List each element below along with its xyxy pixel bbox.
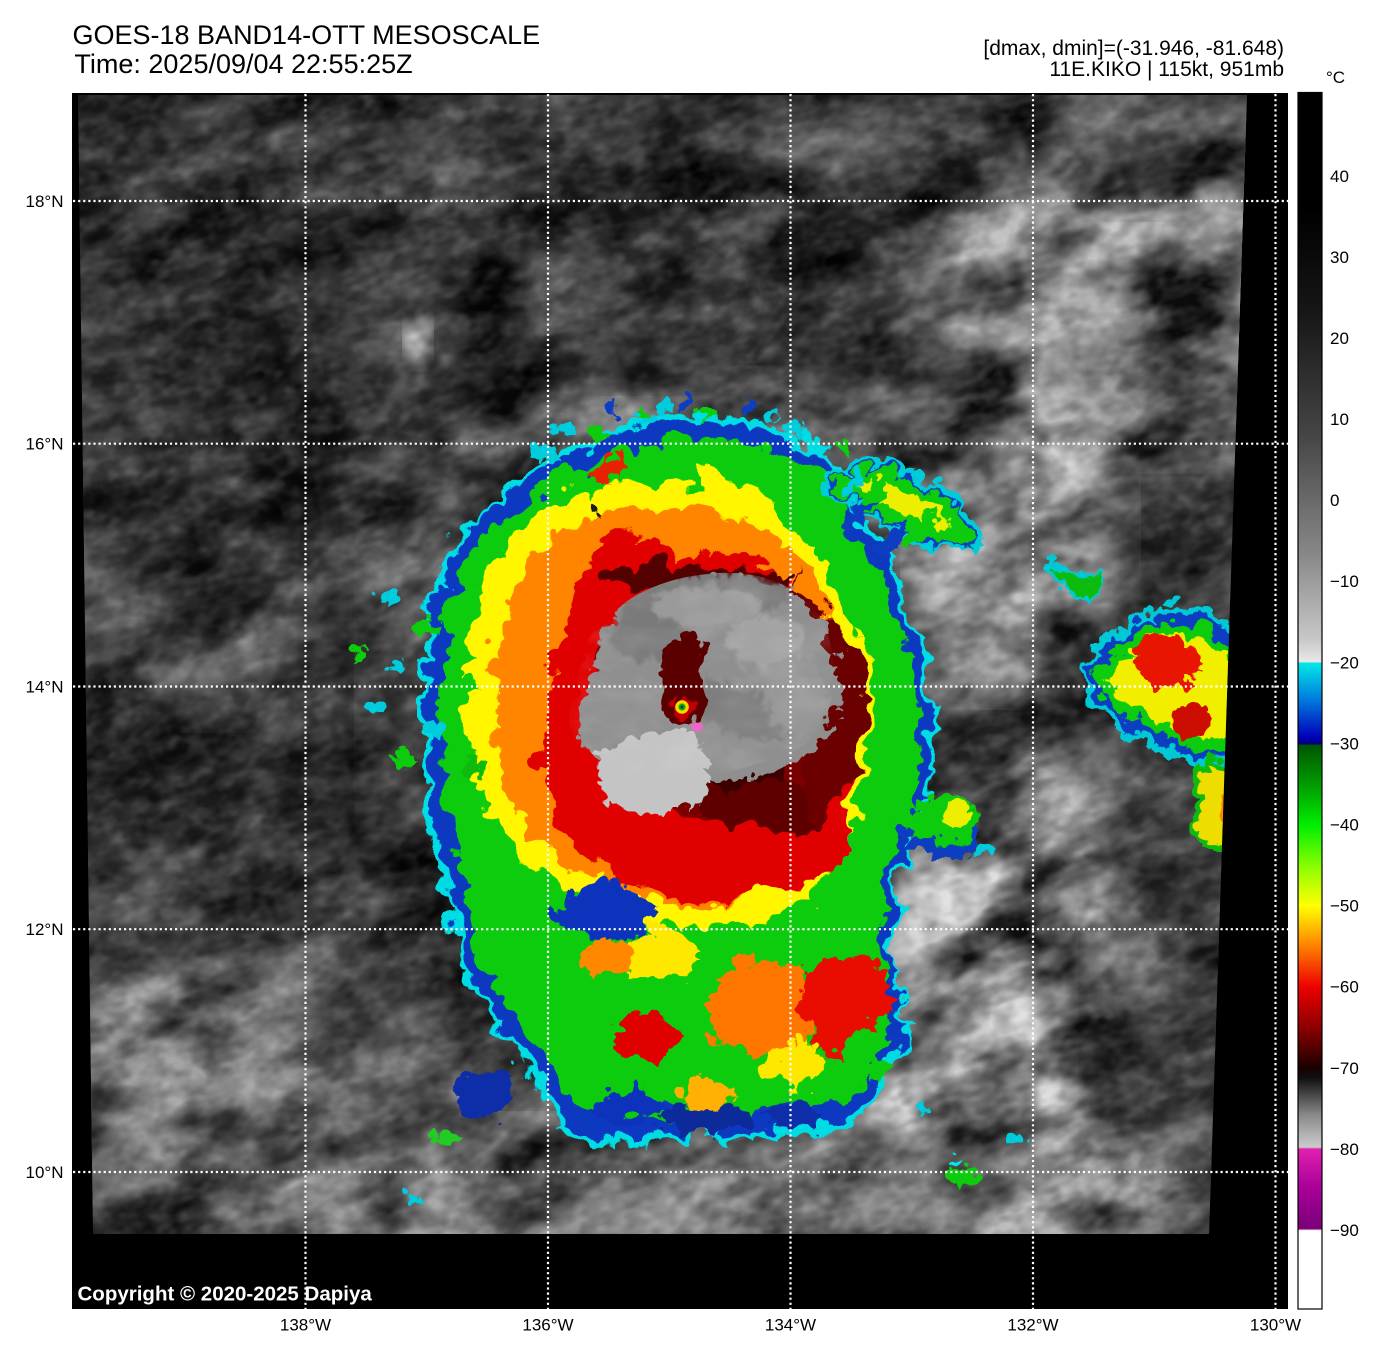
svg-text:11E.KIKO | 115kt, 951mb: 11E.KIKO | 115kt, 951mb: [1049, 58, 1284, 81]
svg-text:−80: −80: [1330, 1140, 1359, 1159]
svg-text:134°W: 134°W: [765, 1316, 816, 1335]
svg-text:−60: −60: [1330, 978, 1359, 997]
svg-text:14°N: 14°N: [26, 678, 64, 697]
svg-text:10°N: 10°N: [26, 1163, 64, 1182]
svg-text:136°W: 136°W: [522, 1316, 573, 1335]
svg-text:−70: −70: [1330, 1059, 1359, 1078]
svg-text:40: 40: [1330, 167, 1349, 186]
svg-text:20: 20: [1330, 329, 1349, 348]
svg-text:GOES-18 BAND14-OTT MESOSCALE: GOES-18 BAND14-OTT MESOSCALE: [73, 20, 541, 50]
svg-text:130°W: 130°W: [1250, 1316, 1301, 1335]
svg-text:−30: −30: [1330, 735, 1359, 754]
svg-text:138°W: 138°W: [280, 1316, 331, 1335]
svg-text:132°W: 132°W: [1007, 1316, 1058, 1335]
svg-text:−10: −10: [1330, 572, 1359, 591]
svg-text:−90: −90: [1330, 1221, 1359, 1240]
svg-text:−40: −40: [1330, 816, 1359, 835]
svg-text:0: 0: [1330, 491, 1339, 510]
svg-text:30: 30: [1330, 248, 1349, 267]
svg-text:−50: −50: [1330, 897, 1359, 916]
svg-text:10: 10: [1330, 410, 1349, 429]
svg-text:°C: °C: [1326, 68, 1345, 87]
svg-text:[dmax, dmin]=(-31.946, -81.648: [dmax, dmin]=(-31.946, -81.648): [983, 37, 1284, 60]
svg-text:18°N: 18°N: [26, 192, 64, 211]
svg-text:Time: 2025/09/04 22:55:25Z: Time: 2025/09/04 22:55:25Z: [74, 49, 412, 79]
svg-text:16°N: 16°N: [26, 435, 64, 454]
svg-text:−20: −20: [1330, 654, 1359, 673]
svg-text:12°N: 12°N: [26, 920, 64, 939]
svg-text:Copyright © 2020-2025 Dapiya: Copyright © 2020-2025 Dapiya: [78, 1283, 373, 1306]
